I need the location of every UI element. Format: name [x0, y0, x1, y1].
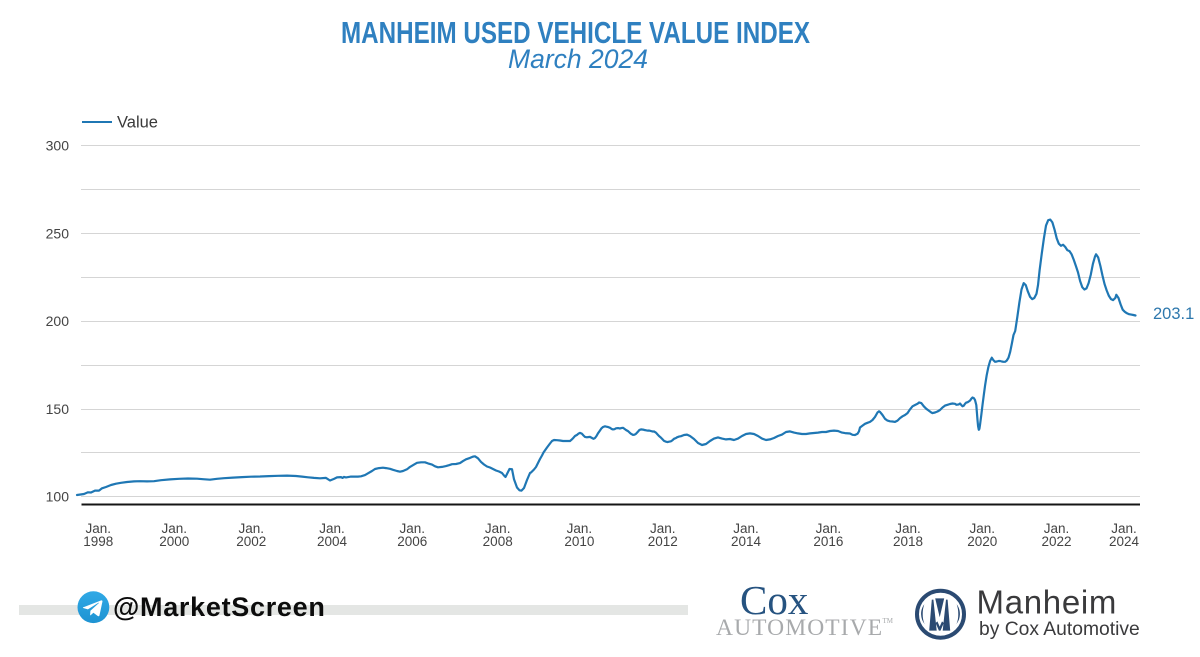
svg-text:203.1: 203.1: [1153, 305, 1194, 323]
svg-text:Value: Value: [117, 114, 158, 132]
svg-text:Jan.: Jan.: [162, 521, 188, 536]
svg-text:200: 200: [46, 313, 70, 329]
svg-text:150: 150: [46, 401, 70, 417]
svg-text:Jan.: Jan.: [733, 521, 759, 536]
svg-text:Jan.: Jan.: [485, 521, 511, 536]
svg-text:2006: 2006: [397, 534, 427, 549]
svg-text:@MarketScreen: @MarketScreen: [113, 592, 326, 622]
svg-text:2000: 2000: [159, 534, 189, 549]
svg-text:Jan.: Jan.: [86, 521, 112, 536]
svg-text:2012: 2012: [648, 534, 678, 549]
svg-text:Jan.: Jan.: [895, 521, 921, 536]
svg-text:by Cox Automotive: by Cox Automotive: [979, 619, 1140, 640]
svg-text:2024: 2024: [1109, 534, 1140, 549]
svg-text:Jan.: Jan.: [567, 521, 593, 536]
svg-text:2004: 2004: [317, 534, 348, 549]
svg-text:Jan.: Jan.: [970, 521, 996, 536]
svg-text:2002: 2002: [236, 534, 266, 549]
svg-text:2018: 2018: [893, 534, 923, 549]
svg-text:Manheim: Manheim: [977, 584, 1118, 621]
svg-text:300: 300: [46, 138, 70, 154]
svg-text:2020: 2020: [967, 534, 997, 549]
svg-text:Jan.: Jan.: [319, 521, 345, 536]
svg-text:1998: 1998: [83, 534, 113, 549]
svg-text:Jan.: Jan.: [239, 521, 265, 536]
svg-text:250: 250: [46, 225, 70, 241]
svg-text:2016: 2016: [813, 534, 843, 549]
svg-text:Jan.: Jan.: [816, 521, 842, 536]
svg-text:2010: 2010: [564, 534, 594, 549]
svg-text:2022: 2022: [1041, 534, 1071, 549]
svg-text:Jan.: Jan.: [650, 521, 676, 536]
svg-text:TM: TM: [883, 617, 894, 625]
svg-text:AUTOMOTIVE: AUTOMOTIVE: [716, 615, 883, 641]
svg-text:2008: 2008: [483, 534, 513, 549]
svg-text:Jan.: Jan.: [400, 521, 426, 536]
svg-text:2014: 2014: [731, 534, 762, 549]
svg-text:Jan.: Jan.: [1111, 521, 1137, 536]
svg-text:Jan.: Jan.: [1044, 521, 1070, 536]
svg-text:100: 100: [46, 489, 70, 505]
svg-text:Cox: Cox: [740, 577, 808, 623]
